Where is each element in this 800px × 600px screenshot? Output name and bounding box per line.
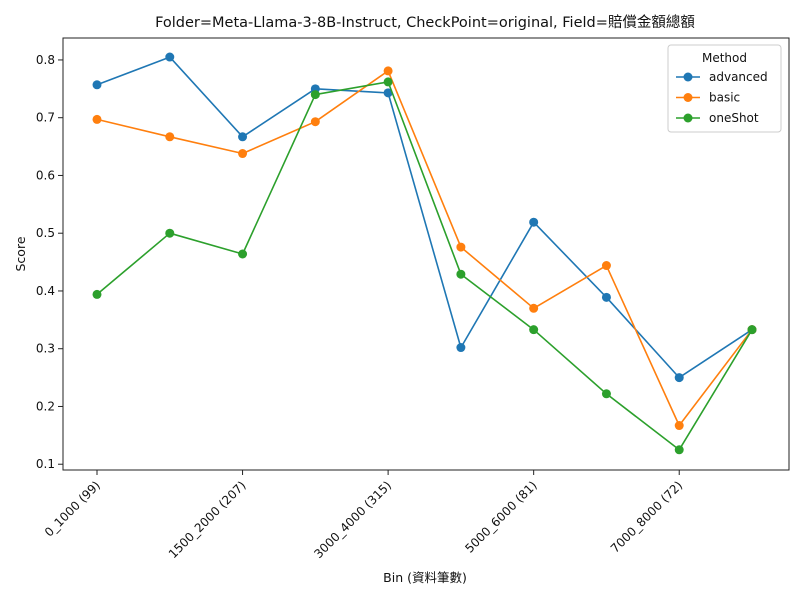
- legend-box: [667, 44, 782, 133]
- x-tick-label: 0_1000 (99): [42, 478, 103, 539]
- y-tick-label: 0.3: [36, 342, 55, 356]
- legend-swatch-marker: [683, 72, 693, 82]
- data-point-basic: [238, 149, 248, 159]
- data-point-advanced: [383, 88, 393, 98]
- x-tick-label: 3000_4000 (315): [311, 478, 394, 561]
- series-line-basic: [96, 70, 753, 427]
- data-point-advanced: [674, 373, 684, 383]
- data-point-oneShot: [529, 325, 539, 335]
- plot-area-frame: [62, 37, 790, 471]
- legend-title: Method: [702, 51, 747, 65]
- data-point-basic: [92, 114, 102, 124]
- y-tick-label: 0.6: [36, 168, 55, 182]
- series-oneShot: [92, 77, 757, 455]
- x-tick-label: 5000_6000 (81): [462, 478, 539, 555]
- y-axis: 0.1 0.2 0.3 0.4 0.5 0.6 0.7 0.8: [36, 53, 63, 471]
- data-point-advanced: [165, 52, 175, 62]
- data-point-advanced: [92, 80, 102, 90]
- y-tick-label: 0.1: [36, 457, 55, 471]
- data-point-advanced: [601, 292, 611, 302]
- data-point-oneShot: [238, 249, 248, 259]
- y-tick-label: 0.4: [36, 284, 55, 298]
- data-point-advanced: [456, 343, 466, 353]
- data-point-oneShot: [165, 228, 175, 238]
- series-line-oneShot: [96, 81, 753, 451]
- legend-swatch-marker: [683, 93, 693, 102]
- legend-item-advanced: advanced: [676, 70, 768, 84]
- data-point-oneShot: [92, 289, 102, 299]
- legend-label: basic: [709, 91, 740, 105]
- y-tick-label: 0.5: [36, 226, 55, 240]
- data-point-basic: [456, 242, 466, 252]
- x-tick-label: 7000_8000 (72): [608, 478, 685, 555]
- data-point-oneShot: [310, 90, 320, 100]
- legend-label: oneShot: [709, 111, 759, 125]
- x-axis-label: Bin (資料筆數): [383, 570, 467, 585]
- legend-item-basic: basic: [676, 91, 740, 105]
- data-point-basic: [383, 66, 393, 76]
- data-point-basic: [165, 132, 175, 142]
- series-line-advanced: [96, 56, 753, 379]
- series-layer: [92, 52, 757, 455]
- data-point-basic: [674, 421, 684, 431]
- data-point-oneShot: [383, 77, 393, 87]
- data-point-oneShot: [674, 445, 684, 455]
- data-point-basic: [529, 303, 539, 313]
- series-basic: [92, 66, 757, 431]
- data-point-basic: [601, 261, 611, 271]
- y-tick-label: 0.2: [36, 399, 55, 413]
- x-axis: 0_1000 (99) 1500_2000 (207) 3000_4000 (315…: [42, 470, 685, 561]
- data-point-basic: [310, 117, 320, 127]
- y-tick-label: 0.8: [36, 53, 55, 67]
- legend-swatch-marker: [683, 113, 693, 123]
- legend: Method advanced basic oneShot: [667, 44, 782, 133]
- data-point-oneShot: [456, 269, 466, 279]
- x-tick-label: 1500_2000 (207): [166, 478, 249, 561]
- legend-item-oneShot: oneShot: [676, 111, 759, 125]
- data-point-advanced: [529, 217, 539, 227]
- data-point-oneShot: [747, 325, 757, 335]
- y-tick-label: 0.7: [36, 111, 55, 125]
- data-point-oneShot: [601, 389, 611, 399]
- data-point-advanced: [238, 132, 248, 142]
- series-advanced: [92, 52, 757, 383]
- y-axis-label: Score: [13, 236, 28, 271]
- chart-title: Folder=Meta-Llama-3-8B-Instruct, CheckPo…: [155, 13, 695, 31]
- legend-label: advanced: [709, 70, 768, 84]
